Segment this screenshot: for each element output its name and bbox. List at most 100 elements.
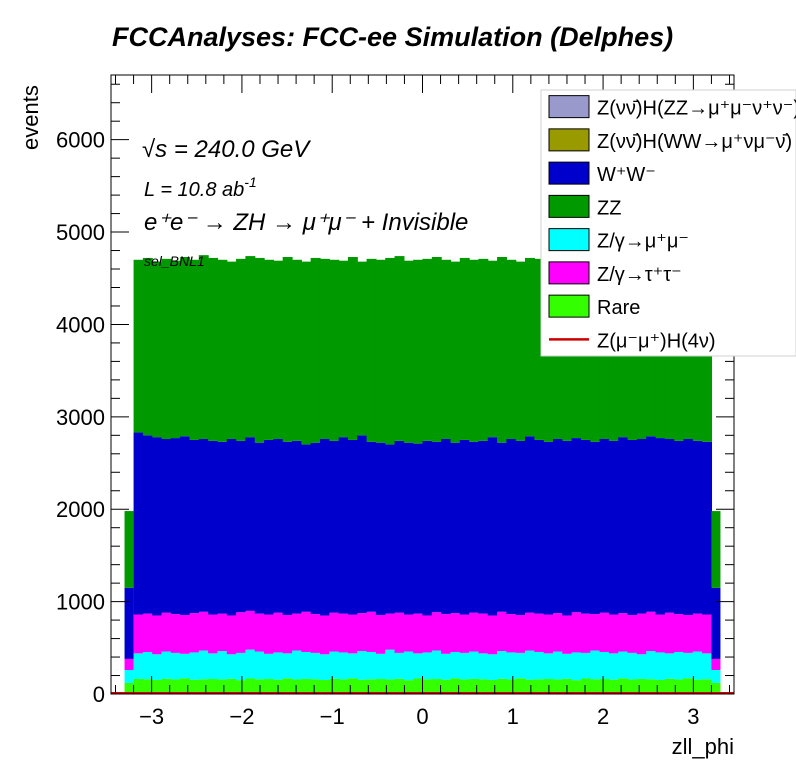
histogram-bar <box>413 259 424 444</box>
histogram-bar <box>692 440 703 614</box>
histogram-bar <box>515 261 526 441</box>
histogram-bar <box>254 651 265 680</box>
y-tick-label: 4000 <box>56 312 105 337</box>
histogram-bar <box>702 653 713 680</box>
histogram-bar <box>683 439 694 616</box>
histogram-bar <box>608 440 619 615</box>
histogram-bar <box>394 256 405 441</box>
histogram-bar <box>142 651 153 680</box>
histogram-bar <box>366 611 377 652</box>
histogram-bar <box>292 613 302 651</box>
histogram-bar <box>236 258 247 441</box>
histogram-bar <box>441 259 452 440</box>
histogram-bar <box>310 257 321 443</box>
histogram-bar <box>142 679 153 694</box>
histogram-bar <box>403 651 414 681</box>
histogram-bar <box>580 613 591 653</box>
histogram-bar <box>646 436 657 612</box>
histogram-bar <box>562 653 573 679</box>
histogram-bar <box>292 440 302 614</box>
histogram-bar <box>189 679 200 694</box>
legend-label: Z(μ⁻μ⁺)H(4ν) <box>597 330 716 352</box>
histogram-bar <box>301 651 312 679</box>
histogram-bar <box>497 611 507 652</box>
histogram-bar <box>198 650 209 680</box>
histogram-bar <box>357 435 368 614</box>
histogram-bar <box>217 441 228 614</box>
histogram-bar <box>282 678 293 694</box>
histogram-bar <box>525 257 535 437</box>
histogram-bar <box>403 260 414 443</box>
legend-swatch <box>548 294 590 318</box>
histogram-bar <box>422 679 433 694</box>
histogram-bar <box>357 613 368 652</box>
histogram-bar <box>580 652 591 679</box>
histogram-bar <box>254 613 265 652</box>
legend-label: Z(νν̄)H(ZZ→μ⁺μ⁻ν⁺ν⁻) <box>597 98 796 120</box>
y-axis-label: events <box>18 85 43 150</box>
histogram-bar <box>664 612 675 654</box>
histogram-bar <box>525 436 535 613</box>
edge-bin-bar <box>711 587 721 659</box>
histogram-bar <box>702 614 713 654</box>
histogram-bar <box>319 258 330 440</box>
histogram-bar <box>170 652 181 680</box>
legend-swatch <box>548 228 590 252</box>
histogram-bar <box>403 680 414 694</box>
histogram-bar <box>431 257 442 442</box>
histogram-bar <box>161 439 172 613</box>
histogram-bar <box>198 611 209 651</box>
histogram-bar <box>198 255 209 440</box>
x-tick-label: 2 <box>597 704 609 729</box>
histogram-bar <box>208 440 219 615</box>
histogram-bar <box>478 440 489 614</box>
histogram-bar <box>403 442 414 615</box>
selection-annotation: sel_BNL1 <box>144 253 205 269</box>
histogram-bar <box>599 439 610 613</box>
histogram-bar <box>133 653 144 679</box>
histogram-bar <box>152 679 163 694</box>
histogram-bar <box>692 651 703 680</box>
histogram-bar <box>329 651 340 679</box>
histogram-bar <box>189 652 200 680</box>
histogram-bar <box>198 439 209 612</box>
x-tick-label: −1 <box>320 704 345 729</box>
histogram-bar <box>534 679 545 694</box>
edge-bin-bar <box>711 669 721 683</box>
histogram-bar <box>422 615 433 653</box>
histogram-bar <box>217 259 228 442</box>
histogram-bar <box>375 259 386 443</box>
histogram-bar <box>655 679 666 694</box>
histogram-bar <box>450 678 461 694</box>
histogram-bar <box>208 614 219 654</box>
histogram-bar <box>310 679 321 694</box>
histogram-bar <box>655 438 666 615</box>
histogram-bar <box>646 679 657 694</box>
histogram-bar <box>338 679 349 694</box>
histogram-bar <box>264 653 274 680</box>
histogram-bar <box>329 259 340 441</box>
histogram-bar <box>413 678 424 694</box>
histogram-bar <box>441 653 452 680</box>
histogram-bar <box>469 259 480 442</box>
y-tick-label: 5000 <box>56 220 105 245</box>
histogram-bar <box>441 614 452 654</box>
histogram-bar <box>534 258 545 440</box>
histogram-bar <box>208 653 219 680</box>
legend: Z(νν̄)H(ZZ→μ⁺μ⁻ν⁺ν⁻) Z(νν̄)H(WW→μ⁺νμ⁻ν̄) W… <box>540 89 796 357</box>
histogram-bar <box>319 679 330 694</box>
histogram-bar <box>422 440 433 616</box>
histogram-bar <box>646 611 657 652</box>
histogram-bar <box>375 679 386 694</box>
histogram-bar <box>422 258 433 441</box>
histogram-bar <box>217 651 228 680</box>
histogram-bar <box>310 614 321 653</box>
y-tick-label: 1000 <box>56 590 105 615</box>
histogram-bar <box>170 438 181 615</box>
histogram-bar <box>319 439 330 616</box>
histogram-bar <box>366 679 377 694</box>
histogram-bar <box>217 679 228 694</box>
y-tick-label: 0 <box>93 682 105 707</box>
histogram-bar <box>450 651 461 679</box>
histogram-bar <box>674 440 685 615</box>
